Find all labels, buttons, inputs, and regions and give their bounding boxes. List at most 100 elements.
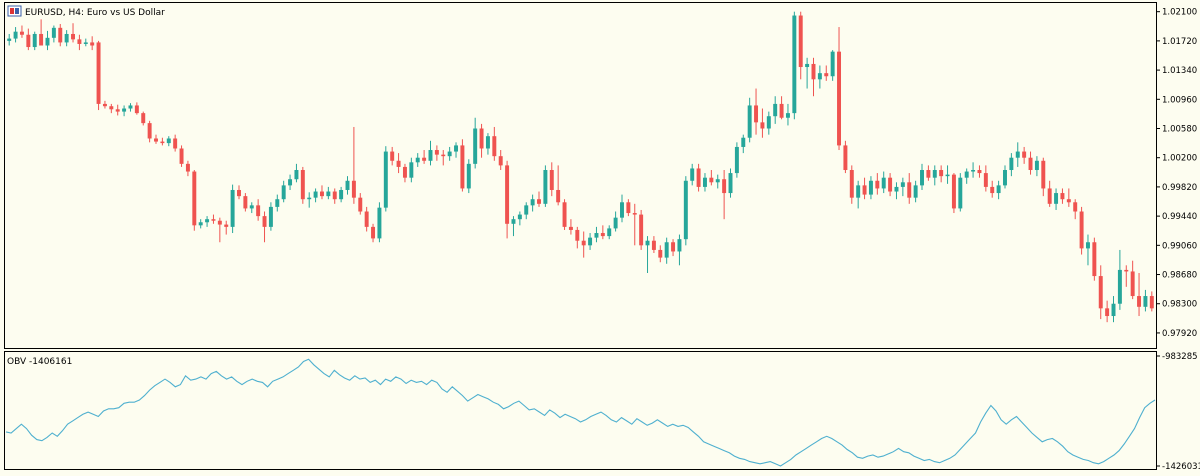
candle — [13, 27, 18, 43]
candle — [517, 211, 522, 226]
candle-body — [951, 174, 956, 209]
candle — [856, 180, 861, 209]
candle — [626, 199, 631, 217]
candle-body — [1034, 160, 1039, 171]
candle-body — [760, 122, 765, 129]
candle-body — [798, 15, 803, 68]
candle — [505, 160, 510, 239]
candle — [205, 216, 210, 227]
candle — [907, 173, 912, 204]
candle-body — [358, 197, 363, 212]
candle-body — [243, 196, 248, 209]
candle-body — [262, 216, 267, 227]
candle-body — [1092, 242, 1097, 277]
candle-body — [383, 151, 388, 208]
candle-body — [102, 103, 107, 107]
candle — [498, 150, 503, 171]
candle — [932, 165, 937, 186]
candle-body — [90, 42, 95, 46]
candle-body — [1073, 202, 1078, 212]
candle — [588, 233, 593, 250]
candle — [862, 177, 867, 200]
candle — [71, 23, 76, 43]
candle-body — [141, 113, 146, 124]
candle-body — [256, 205, 261, 217]
candle-body — [434, 150, 439, 155]
candle — [1028, 151, 1033, 175]
candle — [754, 88, 759, 135]
candle — [537, 191, 541, 207]
candle-body — [275, 199, 280, 207]
candle-body — [396, 160, 401, 167]
candle — [319, 185, 324, 200]
candle — [868, 176, 873, 200]
candle — [977, 165, 982, 178]
candle-body — [498, 156, 503, 166]
candle-body — [1028, 157, 1033, 171]
candle-body — [96, 42, 101, 104]
candle-body — [224, 224, 229, 227]
candle — [1111, 296, 1116, 323]
candle-body — [339, 189, 344, 200]
candle — [447, 146, 452, 161]
candle-body — [230, 189, 235, 227]
candle-body — [837, 51, 842, 146]
candle — [26, 28, 31, 51]
candle-body — [319, 191, 324, 197]
candle — [524, 202, 529, 220]
candle-body — [632, 213, 637, 215]
candle — [1117, 249, 1122, 310]
candle — [709, 170, 714, 186]
candle — [530, 194, 535, 212]
candles-layer — [7, 11, 1154, 323]
obv-layer — [5, 358, 1156, 467]
candle-body — [154, 138, 158, 142]
candle-body — [977, 170, 982, 174]
candle — [122, 105, 127, 117]
candle — [473, 117, 478, 169]
candle — [556, 165, 561, 206]
candle — [96, 40, 101, 111]
chart-window-icon[interactable] — [7, 5, 22, 17]
candle-body — [364, 211, 369, 227]
candle — [1092, 237, 1097, 281]
candle — [773, 96, 778, 124]
candle-body — [517, 214, 522, 220]
candle — [415, 153, 420, 167]
candle — [32, 31, 37, 51]
candle-body — [945, 174, 950, 177]
candle — [964, 168, 969, 184]
candle-body — [626, 202, 631, 214]
candle-body — [109, 106, 114, 110]
candle-body — [1124, 269, 1129, 272]
candle-body — [307, 197, 312, 200]
candle — [147, 120, 152, 143]
candle — [358, 193, 363, 215]
candle — [913, 180, 918, 203]
candle — [1143, 289, 1148, 312]
candle — [734, 142, 739, 178]
candle — [141, 111, 146, 126]
candle-body — [1085, 242, 1090, 249]
candle — [275, 194, 280, 212]
candle-body — [996, 185, 1001, 194]
candle — [805, 57, 810, 89]
candle-body — [1041, 160, 1046, 189]
candle-body — [639, 214, 644, 246]
candle-body — [607, 228, 612, 237]
candle-body — [1143, 296, 1148, 307]
candle — [1034, 156, 1039, 177]
candle-body — [805, 63, 810, 68]
candle-body — [894, 186, 899, 192]
candle-body — [371, 226, 376, 239]
candle-body — [754, 105, 759, 123]
candle — [1130, 260, 1135, 300]
candle — [179, 145, 184, 167]
candle — [837, 27, 842, 151]
candle-body — [173, 138, 178, 149]
candle-body — [128, 105, 133, 109]
candle-body — [300, 170, 305, 200]
candle-body — [505, 165, 510, 224]
